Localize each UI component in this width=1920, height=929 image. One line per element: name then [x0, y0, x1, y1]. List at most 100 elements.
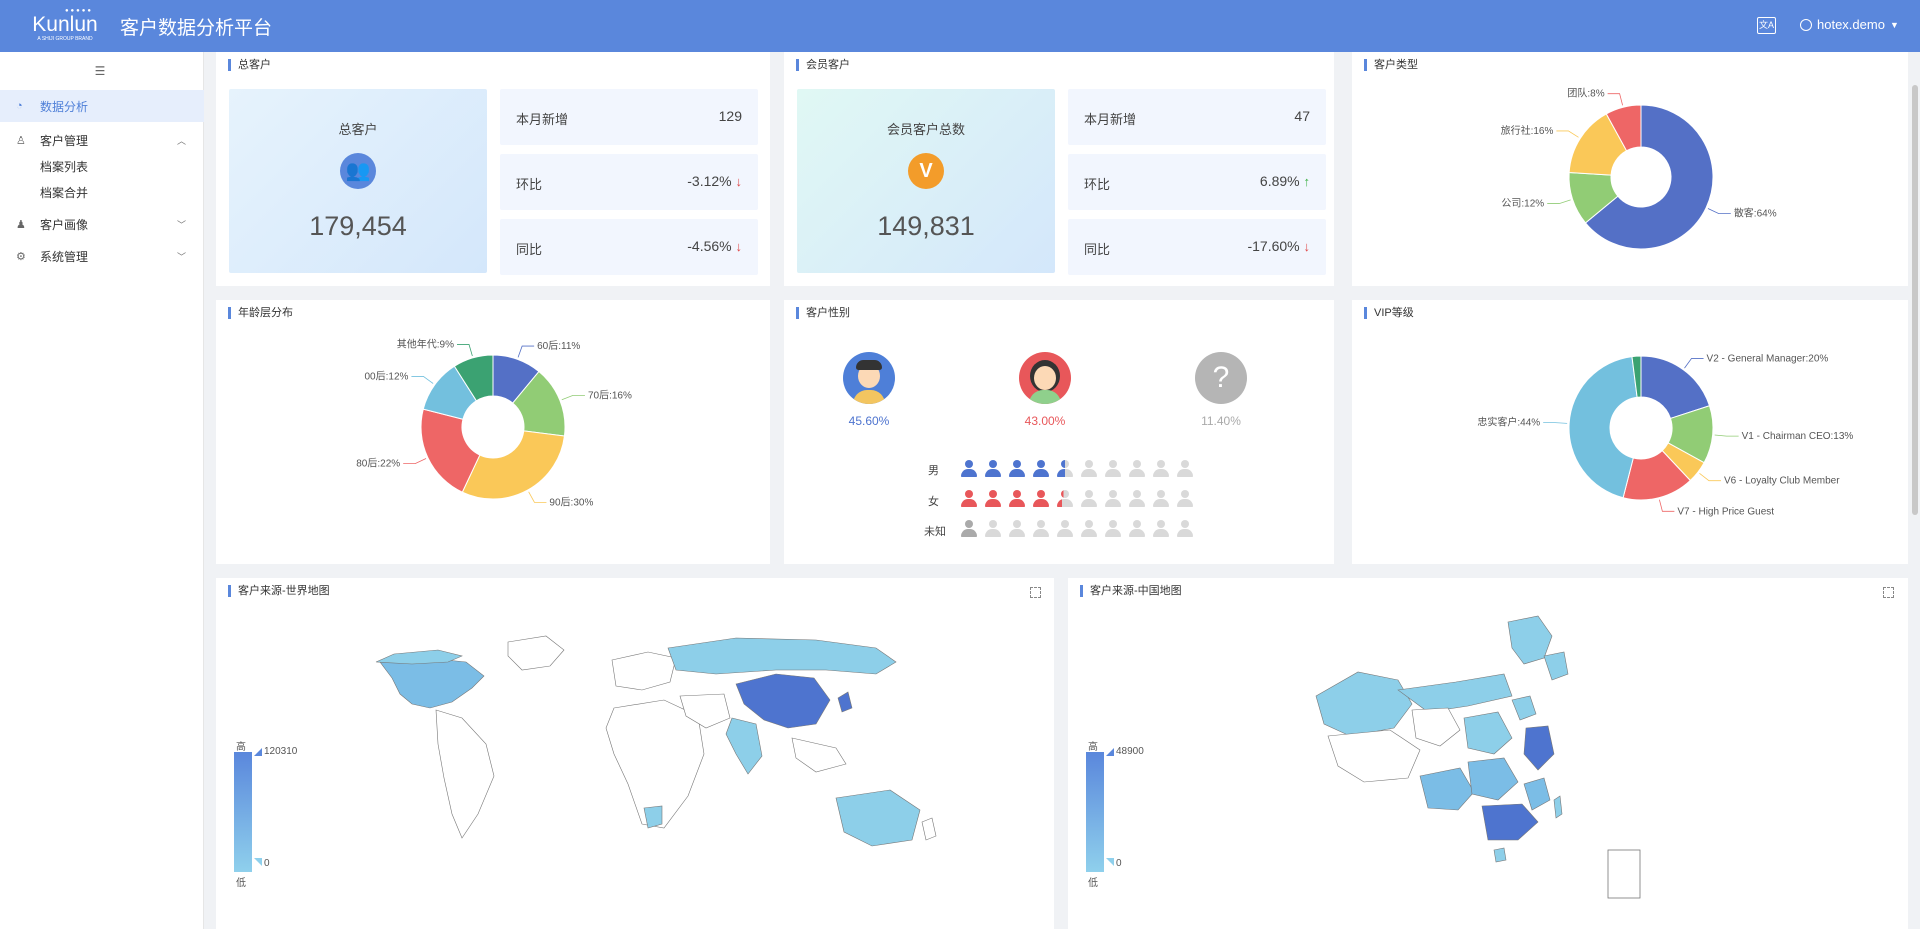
pie-label: 忠实客户:44% — [1477, 416, 1540, 429]
stat-row-yoy: 同比 -4.56% ↓ — [500, 219, 758, 275]
person-icon — [984, 460, 1002, 478]
legend-max-value: 48900 — [1116, 746, 1144, 757]
legend-handle-max[interactable] — [1106, 748, 1114, 756]
stat-value: 179,454 — [309, 211, 407, 241]
china-map[interactable] — [1068, 578, 1908, 929]
member-customers-stat: 会员客户总数 V 149,831 — [797, 89, 1055, 273]
stat-row-value: -17.60% ↓ — [1247, 238, 1310, 254]
sidebar-item-profile-merge[interactable]: 档案合并 — [40, 186, 89, 200]
region-south-america — [435, 709, 495, 839]
menu-collapse-icon[interactable]: ☰ — [94, 64, 106, 78]
user-menu[interactable]: hotex.demo ▼ — [1800, 17, 1899, 32]
person-icon — [960, 520, 978, 538]
customer-type-pie-chart: 散客:64% 公司:12% 旅行社:16% 团队:8% — [1501, 87, 1777, 250]
pie-slice[interactable] — [420, 408, 481, 493]
pie-slice[interactable] — [1568, 356, 1638, 499]
person-icon — [1176, 490, 1194, 508]
region-china — [735, 673, 831, 729]
pie-label: V1 - Chairman CEO:13% — [1742, 431, 1854, 442]
person-icon — [1032, 490, 1050, 508]
logo-name: Kunlun — [32, 13, 98, 36]
stat-row-value: 129 — [719, 108, 742, 124]
chart-icon: ◔ — [16, 100, 23, 112]
person-icon — [1128, 460, 1146, 478]
person-icon — [1056, 460, 1074, 478]
pie-label: 90后:30% — [549, 496, 593, 508]
pie-label-line — [517, 345, 535, 358]
total-customers-stat: 总客户 👥 179,454 — [229, 89, 487, 273]
pie-label: 团队:8% — [1567, 87, 1604, 100]
legend-handle-min[interactable] — [254, 858, 262, 866]
person-icon — [1008, 490, 1026, 508]
legend-handle-max[interactable] — [254, 748, 262, 756]
person-icon — [1056, 520, 1074, 538]
sidebar-item-data-analysis[interactable]: ◔ 数据分析 — [0, 90, 204, 122]
pie-label-line — [1659, 499, 1675, 512]
pie-slice[interactable] — [1584, 104, 1714, 250]
region-inner-mongolia — [1397, 673, 1513, 713]
pie-label: 80后:22% — [356, 458, 400, 470]
region-guangdong-guangxi — [1481, 803, 1539, 841]
stat-row-value: 6.89% ↑ — [1260, 173, 1310, 189]
pie-slice[interactable] — [453, 354, 494, 402]
sidebar-item-customer-portrait[interactable]: ♟ 客户画像 ﹀ — [0, 208, 204, 240]
region-southeast-asia — [791, 737, 847, 773]
world-map-card: 客户来源-世界地图 高 120310 0 低 — [216, 578, 1054, 929]
region-heilongjiang — [1507, 615, 1553, 665]
legend-high: 高 — [1088, 742, 1098, 753]
gender-card: 客户性别 45.60% 43.00% ? 11.40% — [784, 300, 1334, 564]
kunlun-logo[interactable]: ●●●●● Kunlun A SHIJI GROUP BRAND — [30, 8, 100, 44]
legend-gradient-bar[interactable] — [234, 752, 252, 872]
legend-handle-min[interactable] — [1106, 858, 1114, 866]
person-icon — [1080, 490, 1098, 508]
region-xinjiang — [1315, 671, 1413, 737]
pie-label-line — [1556, 130, 1579, 138]
person-icon — [1104, 460, 1122, 478]
translate-icon[interactable]: 文A — [1757, 17, 1776, 34]
pie-slice[interactable] — [461, 430, 565, 500]
age-distribution-card: 年龄层分布 60后:11% 70后:16% 90后:30% 80后:22% 00后:12… — [216, 300, 770, 564]
china-map-card: 客户来源-中国地图 高 48900 0 低 — [1068, 578, 1908, 929]
pie-label-line — [528, 491, 547, 503]
stat-label: 总客户 — [338, 122, 378, 137]
unknown-percentage: 11.40% — [1201, 414, 1241, 428]
region-australia — [835, 789, 921, 847]
legend-max-value: 120310 — [264, 746, 298, 757]
legend-low: 低 — [236, 878, 246, 889]
person-icon — [984, 520, 1002, 538]
sidebar-item-customer-management[interactable]: ♙ 客户管理 ︿ — [0, 124, 204, 156]
card-title: 客户性别 — [796, 307, 850, 319]
pie-slice[interactable] — [1631, 355, 1642, 398]
region-russia — [667, 637, 897, 675]
male-percentage: 45.60% — [848, 414, 890, 428]
female-avatar-icon — [1019, 352, 1071, 404]
page-scrollbar[interactable] — [1912, 85, 1918, 515]
arrow-down-icon: ↓ — [735, 174, 743, 189]
world-map[interactable] — [216, 578, 1054, 929]
sidebar-item-system-management[interactable]: ⚙ 系统管理 ﹀ — [0, 240, 204, 272]
person-icon — [1080, 460, 1098, 478]
sidebar-item-profile-list[interactable]: 档案列表 — [40, 160, 89, 174]
person-icon — [1056, 490, 1074, 508]
pie-label: V6 - Loyalty Club Member — [1724, 476, 1840, 487]
region-beijing-hebei — [1511, 695, 1537, 721]
legend-low: 低 — [1088, 878, 1098, 889]
region-canada-alaska — [375, 649, 463, 665]
region-taiwan — [1553, 795, 1563, 819]
card-title: 会员客户 — [796, 59, 850, 71]
fullscreen-icon[interactable] — [1030, 587, 1041, 598]
card-title: 客户类型 — [1364, 59, 1418, 71]
male-avatar-icon — [843, 352, 895, 404]
stat-row-label: 本月新增 — [516, 112, 569, 127]
legend-gradient-bar[interactable] — [1086, 752, 1104, 872]
male-block: 45.60% — [824, 352, 914, 428]
value-text: 47 — [1294, 108, 1310, 124]
fullscreen-icon[interactable] — [1883, 587, 1894, 598]
pie-slice[interactable] — [1605, 104, 1642, 152]
sidebar-item-label: 客户画像 — [40, 217, 89, 232]
card-title: VIP等级 — [1364, 307, 1414, 319]
card-title: 总客户 — [228, 59, 271, 71]
arrow-down-icon: ↓ — [735, 239, 743, 254]
person-icon — [1128, 520, 1146, 538]
stat-row-new-this-month: 本月新增 129 — [500, 89, 758, 145]
